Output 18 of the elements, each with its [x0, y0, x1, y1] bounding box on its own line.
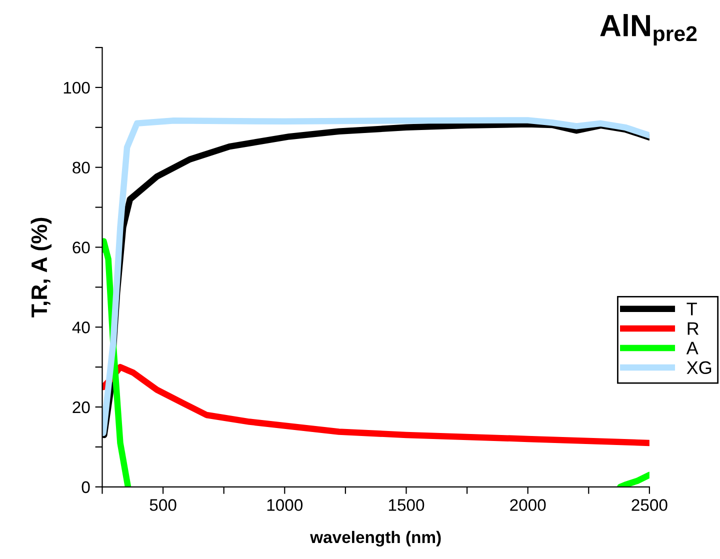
legend-label: A [686, 342, 698, 354]
x-tick-label: 1000 [267, 499, 303, 511]
y-tick-label: 40 [72, 322, 90, 334]
x-tick-label: 2500 [632, 499, 668, 511]
legend-label: XG [686, 361, 712, 374]
legend-label: T [686, 302, 697, 316]
y-tick-label: 60 [72, 242, 90, 254]
x-tick-label: 2000 [510, 499, 546, 511]
chart-title: AlN$_{pre2}$ [600, 14, 697, 46]
y-tick-label: 0 [82, 481, 90, 494]
legend-label: R [688, 322, 699, 335]
x-tick-label: 500 [150, 499, 176, 511]
y-tick-label: 20 [72, 401, 90, 414]
y-axis-title: T,R, A (%) [30, 218, 52, 318]
x-tick-label: 1500 [388, 499, 424, 511]
x-axis-title: wavelength (nm) [310, 530, 441, 547]
y-tick-label: 80 [72, 162, 90, 174]
y-tick-label: 100 [64, 82, 90, 94]
